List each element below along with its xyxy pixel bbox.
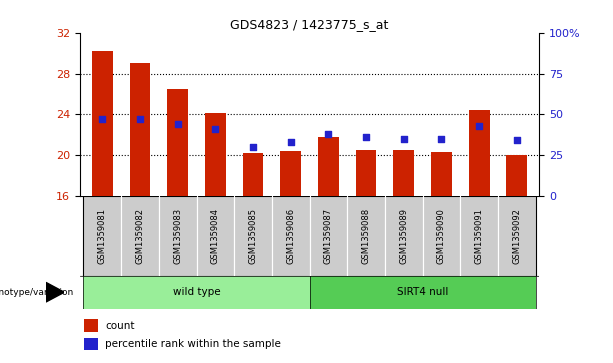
Bar xyxy=(422,196,460,276)
Bar xyxy=(167,89,188,196)
Bar xyxy=(243,153,264,196)
Bar xyxy=(84,319,98,332)
Text: GSM1359082: GSM1359082 xyxy=(135,208,145,264)
Bar xyxy=(385,196,422,276)
Bar xyxy=(83,196,121,276)
Bar xyxy=(205,113,226,196)
Text: GSM1359087: GSM1359087 xyxy=(324,208,333,264)
Text: GSM1359083: GSM1359083 xyxy=(173,208,182,264)
Point xyxy=(210,126,220,132)
Point xyxy=(286,139,295,145)
Point xyxy=(361,134,371,140)
Bar xyxy=(280,151,301,196)
Point xyxy=(248,144,258,150)
Title: GDS4823 / 1423775_s_at: GDS4823 / 1423775_s_at xyxy=(230,19,389,32)
Bar xyxy=(310,276,536,309)
Bar xyxy=(356,150,376,196)
Bar xyxy=(498,196,536,276)
Bar xyxy=(394,150,414,196)
Text: GSM1359092: GSM1359092 xyxy=(512,208,521,264)
Bar xyxy=(121,196,159,276)
Text: percentile rank within the sample: percentile rank within the sample xyxy=(105,339,281,349)
Bar xyxy=(129,63,150,196)
Bar xyxy=(318,137,339,196)
Text: GSM1359088: GSM1359088 xyxy=(362,208,371,264)
Text: genotype/variation: genotype/variation xyxy=(0,288,74,297)
Bar xyxy=(469,110,490,196)
Text: GSM1359084: GSM1359084 xyxy=(211,208,220,264)
Point xyxy=(324,131,333,137)
Text: GSM1359086: GSM1359086 xyxy=(286,208,295,264)
Bar xyxy=(460,196,498,276)
Bar xyxy=(347,196,385,276)
Point xyxy=(436,136,446,142)
Point xyxy=(173,121,183,127)
Bar xyxy=(234,196,272,276)
Bar xyxy=(83,276,310,309)
Text: count: count xyxy=(105,321,134,331)
Bar xyxy=(506,155,527,196)
Text: GSM1359091: GSM1359091 xyxy=(474,208,484,264)
Point xyxy=(512,138,522,143)
Point xyxy=(135,116,145,122)
Bar xyxy=(431,152,452,196)
Text: GSM1359085: GSM1359085 xyxy=(248,208,257,264)
Bar xyxy=(159,196,197,276)
Bar xyxy=(272,196,310,276)
Text: wild type: wild type xyxy=(173,287,220,297)
Point xyxy=(399,136,409,142)
Polygon shape xyxy=(46,282,64,302)
Point xyxy=(474,123,484,129)
Bar xyxy=(84,338,98,350)
Bar xyxy=(92,51,113,196)
Bar xyxy=(310,196,347,276)
Text: SIRT4 null: SIRT4 null xyxy=(397,287,448,297)
Text: GSM1359090: GSM1359090 xyxy=(437,208,446,264)
Bar xyxy=(197,196,234,276)
Text: GSM1359081: GSM1359081 xyxy=(98,208,107,264)
Text: GSM1359089: GSM1359089 xyxy=(399,208,408,264)
Point xyxy=(97,116,107,122)
